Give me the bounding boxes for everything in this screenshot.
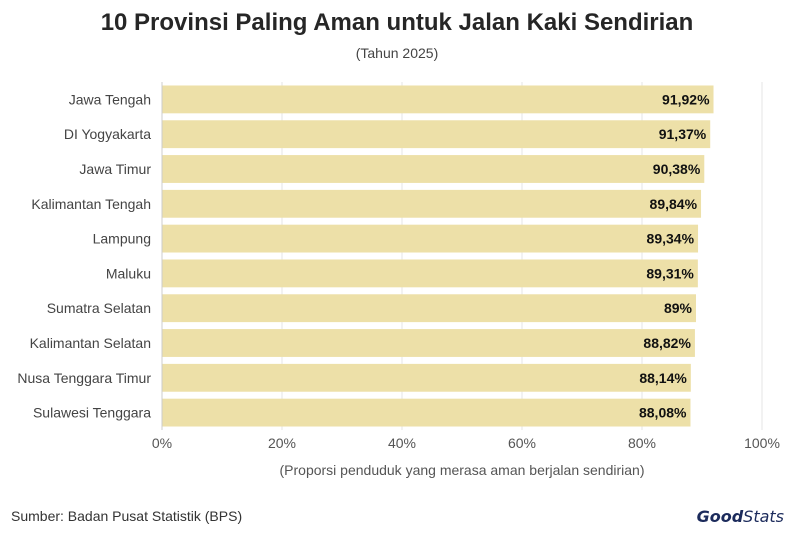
value-label: 89,84% [650,196,698,212]
logo-part-stats: Stats [743,507,784,526]
value-label: 88,08% [639,405,687,421]
category-label: DI Yogyakarta [64,126,151,142]
x-tick-label: 100% [744,435,780,451]
logo-part-good: Good [696,507,744,526]
category-label: Sumatra Selatan [47,300,151,316]
category-label: Maluku [106,265,151,281]
category-label: Lampung [93,231,151,247]
bar [162,363,691,392]
source-note: Sumber: Badan Pusat Statistik (BPS) [11,508,243,524]
value-label: 89,34% [647,231,695,247]
bar [162,259,698,288]
category-label: Jawa Tengah [69,91,151,107]
bar [162,120,711,149]
value-label: 91,92% [662,91,710,107]
bar-chart: Jawa Tengah 91,92% DI Yogyakarta 91,37% Jawa… [17,82,780,478]
bar [162,189,702,218]
value-label: 89,31% [646,265,694,281]
value-label: 88,14% [639,370,687,386]
category-label: Nusa Tenggara Timur [17,370,151,386]
x-tick-label: 40% [388,435,416,451]
value-label: 90,38% [653,161,701,177]
category-label: Kalimantan Selatan [30,335,151,351]
x-tick-label: 20% [268,435,296,451]
value-label: 88,82% [643,335,691,351]
value-label: 89% [664,300,693,316]
bar [162,294,696,323]
bar [162,155,705,183]
axis-layer: 0% 20% 40% 60% 80% 100% (Proporsi penduduk yan… [152,82,780,478]
bar [162,224,699,253]
x-tick-label: 60% [508,435,536,451]
x-axis-title: (Proporsi penduduk yang merasa aman berj… [280,462,645,478]
goodstats-logo: GoodStats [697,507,784,526]
x-tick-label: 0% [152,435,172,451]
bar-layer [162,85,714,427]
value-label: 91,37% [659,126,707,142]
bar [162,85,714,114]
chart-subtitle: (Tahun 2025) [355,45,439,61]
bar [162,329,695,357]
bar [162,398,691,427]
category-label: Kalimantan Tengah [31,196,151,212]
chart-title: 10 Provinsi Paling Aman untuk Jalan Kaki… [100,9,694,36]
label-layer: Jawa Tengah 91,92% DI Yogyakarta 91,37% Jawa… [17,91,710,420]
x-tick-label: 80% [628,435,656,451]
category-label: Sulawesi Tenggara [33,405,151,421]
category-label: Jawa Timur [79,161,151,177]
